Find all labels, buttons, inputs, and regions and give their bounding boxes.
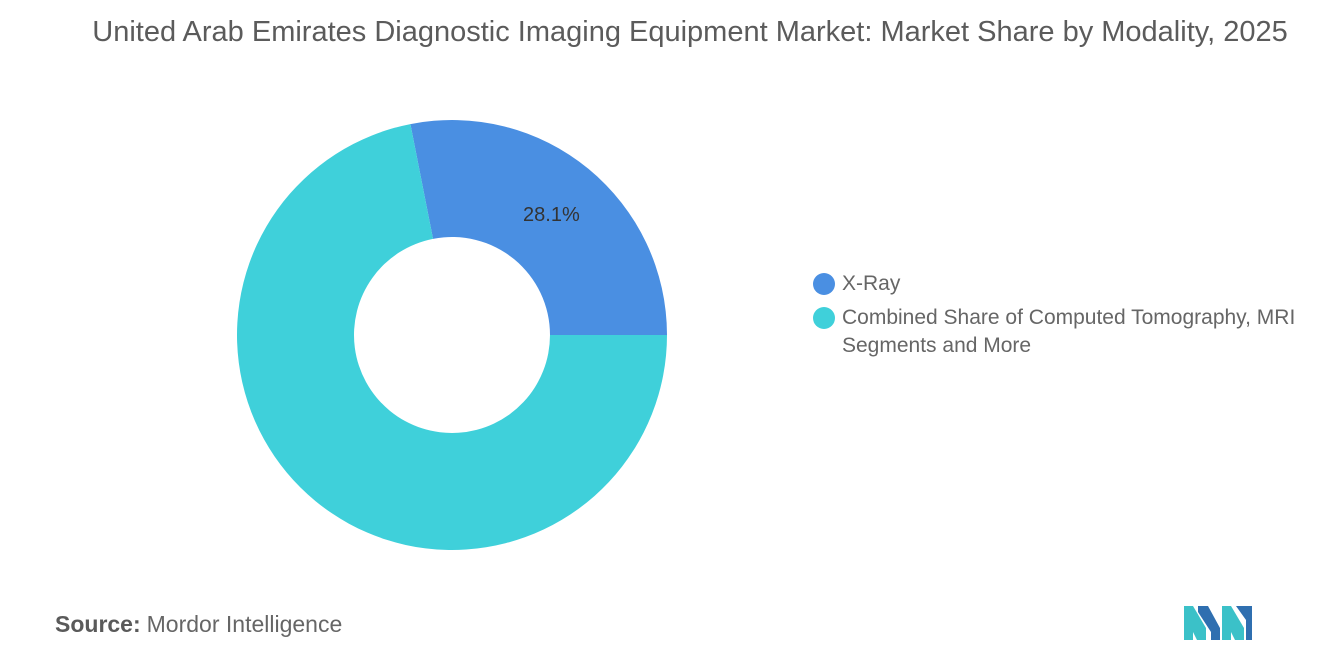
source-prefix: Source: (55, 611, 141, 637)
donut-slice-labels: 28.1% (523, 204, 580, 226)
legend-swatch-combined-share (813, 307, 835, 329)
mordor-logo (1184, 606, 1252, 640)
chart-title: United Arab Emirates Diagnostic Imaging … (92, 16, 1288, 48)
source-text: Mordor Intelligence (146, 611, 343, 637)
legend-label-combined-share: Combined Share of Computed Tomography, M… (842, 306, 1296, 357)
legend-item-x-ray: X-Ray (813, 270, 1313, 298)
legend-swatch-x-ray (813, 273, 835, 295)
legend: X-Ray Combined Share of Computed Tomogra… (813, 270, 1313, 366)
source-note: Source: Mordor Intelligence (55, 611, 342, 638)
donut-slice-0 (410, 119, 667, 335)
donut-slices (237, 119, 667, 550)
legend-label-x-ray: X-Ray (842, 272, 901, 295)
donut-slice-1 (237, 124, 667, 550)
donut-slice-label-0: 28.1% (523, 204, 580, 226)
legend-item-combined-share: Combined Share of Computed Tomography, M… (813, 304, 1313, 360)
